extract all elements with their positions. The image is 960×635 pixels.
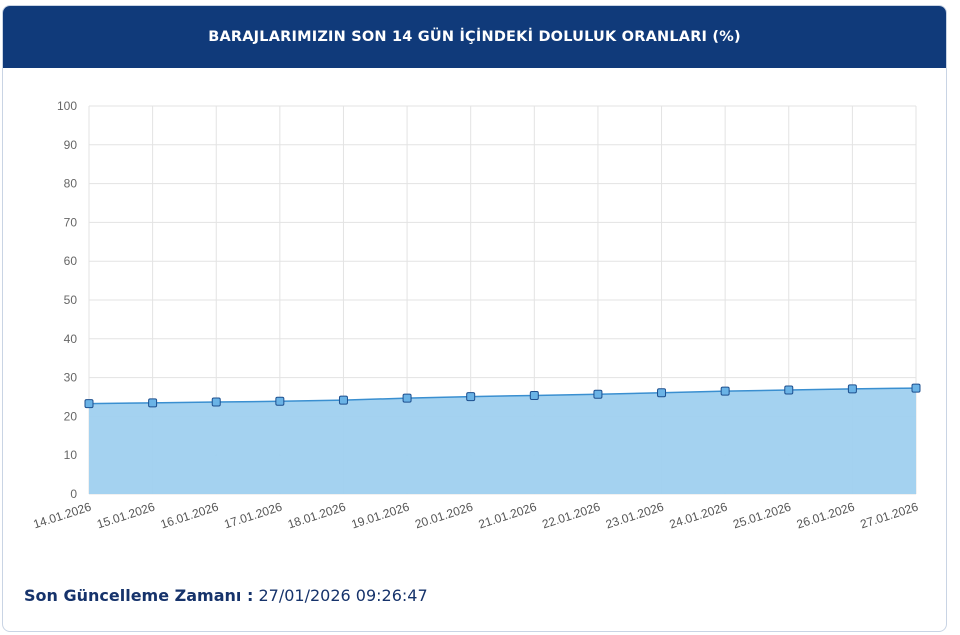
x-tick-label: 14.01.2026 [31,499,93,531]
data-point [148,398,158,408]
last-update-value: 27/01/2026 09:26:47 [258,586,428,605]
x-tick-label: 23.01.2026 [604,499,666,531]
data-point [211,397,221,407]
last-update-label: Son Güncelleme Zamanı : [24,586,254,605]
data-point [720,386,730,396]
y-tick-label: 90 [64,138,78,152]
y-tick-label: 100 [57,99,77,113]
series-line [88,387,917,405]
y-tick-label: 0 [70,487,77,501]
last-update: Son Güncelleme Zamanı : 27/01/2026 09:26… [24,586,428,605]
y-tick-label: 50 [64,293,78,307]
data-point [911,383,921,393]
data-point [402,393,412,403]
chart-area: 0 10 20 30 40 50 60 70 80 90 100 14.01.2026 15.01.20… [3,68,946,548]
x-tick-label: 16.01.2026 [159,499,221,531]
series-area [89,388,916,494]
data-point [593,389,603,399]
x-tick-label: 15.01.2026 [95,499,157,531]
y-tick-label: 60 [64,254,78,268]
x-tick-label: 20.01.2026 [413,499,475,531]
x-tick-label: 25.01.2026 [731,499,793,531]
data-point [847,384,857,394]
data-point [529,390,539,400]
y-tick-label: 40 [64,332,78,346]
x-tick-label: 18.01.2026 [286,499,348,531]
x-tick-label: 26.01.2026 [795,499,857,531]
data-point [466,392,476,402]
y-tick-label: 10 [64,448,78,462]
x-tick-label: 19.01.2026 [350,499,412,531]
y-tick-label: 20 [64,409,78,423]
x-tick-label: 17.01.2026 [222,499,284,531]
x-tick-label: 22.01.2026 [540,499,602,531]
data-point [657,388,667,398]
chart-title: BARAJLARIMIZIN SON 14 GÜN İÇİNDEKİ DOLUL… [208,29,741,45]
x-tick-label: 27.01.2026 [858,499,920,531]
data-point [84,399,94,409]
data-point [784,385,794,395]
y-tick-label: 30 [64,371,78,385]
y-tick-label: 80 [64,177,78,191]
chart-svg: 0 10 20 30 40 50 60 70 80 90 100 14.01.2026 15.01.20… [31,99,921,531]
chart-header: BARAJLARIMIZIN SON 14 GÜN İÇİNDEKİ DOLUL… [3,6,946,68]
x-tick-label: 24.01.2026 [668,499,730,531]
data-point [338,395,348,405]
x-tick-label: 21.01.2026 [477,499,539,531]
y-tick-label: 70 [64,215,78,229]
data-point [275,396,285,406]
chart-card: BARAJLARIMIZIN SON 14 GÜN İÇİNDEKİ DOLUL… [2,5,947,632]
